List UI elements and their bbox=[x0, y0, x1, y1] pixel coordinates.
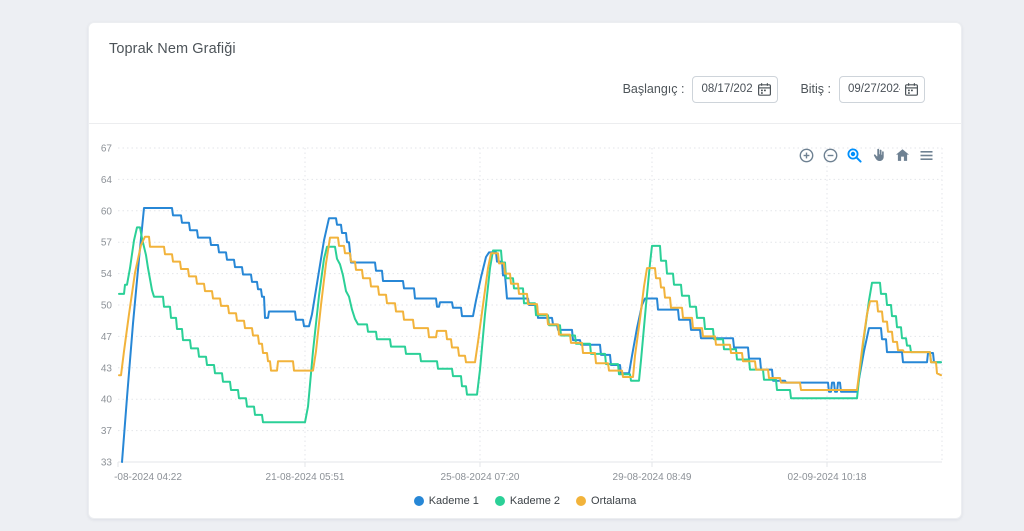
x-axis-label: 02-09-2024 10:18 bbox=[788, 472, 867, 483]
x-axis-label: -08-2024 04:22 bbox=[114, 472, 182, 483]
end-date-label: Bitiş : bbox=[800, 82, 831, 96]
y-axis-label: 40 bbox=[101, 395, 113, 406]
y-axis-label: 50 bbox=[101, 301, 113, 312]
y-axis-label: 43 bbox=[101, 363, 113, 374]
y-axis-label: 37 bbox=[101, 426, 113, 437]
zoom-out-icon[interactable] bbox=[822, 147, 839, 164]
x-axis-label: 25-08-2024 07:20 bbox=[441, 472, 520, 483]
calendar-icon[interactable] bbox=[904, 82, 919, 97]
y-axis-label: 64 bbox=[101, 175, 113, 186]
selection-zoom-icon[interactable] bbox=[846, 147, 863, 164]
legend-marker-icon bbox=[494, 496, 505, 506]
legend-label: Kademe 1 bbox=[428, 495, 479, 507]
legend-item-kademe-1[interactable]: Kademe 1 bbox=[413, 495, 479, 507]
zoom-in-icon[interactable] bbox=[798, 147, 815, 164]
chart-legend: Kademe 1 Kademe 2 Ortalama bbox=[89, 495, 961, 507]
calendar-icon[interactable] bbox=[757, 82, 772, 97]
menu-icon[interactable] bbox=[918, 147, 935, 164]
pan-icon[interactable] bbox=[870, 147, 887, 164]
start-date-label: Başlangıç : bbox=[622, 82, 685, 96]
end-date-wrap bbox=[839, 75, 925, 103]
legend-marker-icon bbox=[576, 496, 587, 506]
y-axis-label: 47 bbox=[101, 332, 113, 343]
y-axis-label: 54 bbox=[101, 269, 113, 280]
header-divider bbox=[89, 123, 961, 124]
x-axis-label: 21-08-2024 05:51 bbox=[266, 472, 345, 483]
end-date-input[interactable] bbox=[839, 75, 925, 103]
series-ortalama bbox=[118, 235, 942, 391]
series-kademe-2 bbox=[118, 226, 942, 424]
chart-toolbar bbox=[798, 147, 935, 164]
chart-card: Toprak Nem Grafiği Başlangıç : Bitiş : bbox=[88, 22, 962, 519]
start-date-input[interactable] bbox=[692, 75, 779, 103]
legend-label: Ortalama bbox=[591, 495, 637, 507]
page-title: Toprak Nem Grafiği bbox=[109, 41, 236, 57]
series-kademe-1 bbox=[121, 207, 942, 463]
legend-item-ortalama[interactable]: Ortalama bbox=[576, 495, 636, 507]
legend-marker-icon bbox=[413, 496, 424, 506]
start-date-wrap bbox=[692, 75, 779, 103]
legend-label: Kademe 2 bbox=[509, 495, 561, 507]
legend-item-kademe-2[interactable]: Kademe 2 bbox=[494, 495, 561, 507]
date-range-controls: Başlangıç : Bitiş : bbox=[623, 75, 925, 103]
y-axis-label: 33 bbox=[101, 458, 113, 469]
y-axis-label: 67 bbox=[101, 144, 113, 155]
home-icon[interactable] bbox=[894, 147, 911, 164]
x-axis-label: 29-08-2024 08:49 bbox=[613, 472, 692, 483]
y-axis-label: 57 bbox=[101, 238, 113, 249]
y-axis-label: 60 bbox=[101, 206, 113, 217]
